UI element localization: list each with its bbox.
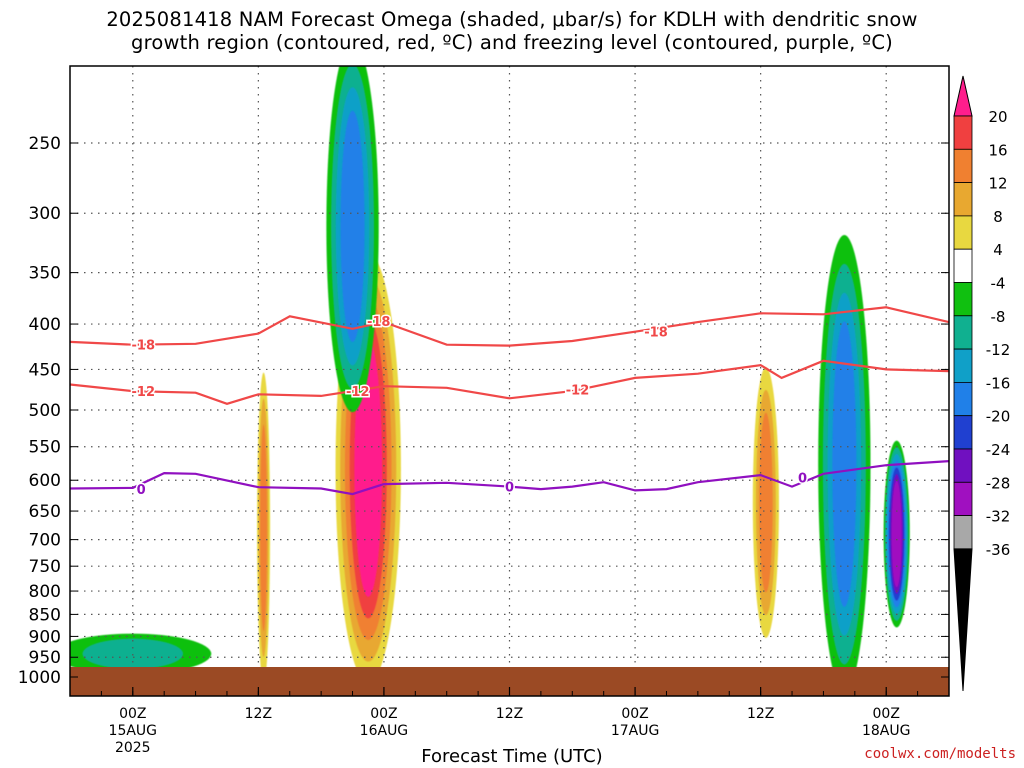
y-tick-label: 250 [29,134,61,154]
y-tick-label: 950 [29,648,61,668]
x-tick-date: 15AUG [109,723,158,739]
contour-label: 0 [505,481,514,496]
contour-line [70,460,949,496]
colorbar-label: -16 [986,374,1011,392]
colorbar-swatch [953,182,973,217]
x-tick-date: 18AUG [862,723,911,739]
colorbar-swatch [953,415,973,450]
grid-lines [70,66,949,667]
colorbar-label: 20 [988,108,1007,126]
colorbar: 20 16 12 8 4 -4 -8 -12 -16 -20 -24 -28 -32 -36 [953,75,1011,692]
colorbar-arrow-top [953,75,973,117]
omega-region [354,339,383,597]
pressure-axis: 2503003504004505005506006507007508008509… [18,134,949,688]
y-tick-label: 600 [29,471,61,491]
contour-lines: -18 -18 -18 -12 -12 -12 0 0 0 [70,306,949,500]
y-tick-label: 1000 [18,668,61,688]
y-tick-label: 500 [29,401,61,421]
x-tick-year: 2025 [115,740,151,756]
y-tick-label: 550 [29,438,61,458]
colorbar-swatch [953,248,973,283]
contour-label: -18 [132,339,156,354]
colorbar-label: 16 [988,141,1007,159]
y-tick-label: 300 [29,204,61,224]
colorbar-swatch [953,215,973,250]
colorbar-swatch [953,381,973,417]
contour-label: -18 [644,326,668,341]
y-tick-label: 350 [29,264,61,284]
x-tick-label: 00Z [119,706,146,722]
colorbar-swatch [953,148,973,184]
colorbar-swatch [953,481,973,516]
colorbar-label: -4 [991,275,1006,293]
contour-label: -12 [132,385,156,400]
x-tick-date: 16AUG [360,723,409,739]
colorbar-label: -28 [986,474,1011,492]
y-tick-label: 800 [29,582,61,602]
colorbar-label: -32 [986,508,1011,526]
contour-label: 0 [137,483,146,498]
chart-title-line-1: 2025081418 NAM Forecast Omega (shaded, μ… [106,8,918,31]
colorbar-arrow-bottom [953,548,973,692]
y-tick-label: 400 [29,315,61,335]
colorbar-swatch [953,115,973,150]
x-tick-label: 12Z [747,706,774,722]
y-tick-label: 850 [29,605,61,625]
y-tick-label: 450 [29,360,61,380]
chart-title-line-2: growth region (contoured, red, ºC) and f… [131,31,893,54]
contour-line [70,306,949,347]
credit-text: coolwx.com/modelts [864,746,1016,762]
colorbar-label: 8 [993,208,1003,226]
y-tick-label: 650 [29,502,61,522]
y-tick-label: 700 [29,531,61,551]
x-tick-label: 00Z [621,706,648,722]
contour-line [70,359,949,405]
x-tick-label: 00Z [370,706,397,722]
contour-label: 0 [798,472,807,487]
colorbar-label: -24 [986,441,1011,459]
colorbar-label: 4 [993,241,1003,259]
colorbar-label: 12 [988,175,1007,193]
contour-label: -12 [566,383,590,398]
x-tick-label: 12Z [496,706,523,722]
x-axis-label: Forecast Time (UTC) [421,746,603,767]
contour-label: -18 [367,315,391,330]
colorbar-label: -8 [991,308,1006,326]
x-tick-date: 17AUG [611,723,660,739]
omega-region [260,424,267,631]
omega-region [340,110,365,343]
omega-region [759,412,773,593]
omega-region [82,638,184,669]
colorbar-label: -12 [986,341,1011,359]
omega-region [832,321,857,607]
omega-shading [70,66,910,694]
colorbar-label: -36 [986,541,1011,559]
colorbar-swatch [953,448,973,483]
y-tick-label: 750 [29,557,61,577]
plot-frame [69,65,950,697]
omega-region [891,480,902,588]
colorbar-swatch [953,515,973,550]
colorbar-swatch [953,348,973,383]
x-tick-label: 00Z [873,706,900,722]
y-tick-label: 900 [29,627,61,647]
colorbar-label: -20 [986,408,1011,426]
colorbar-swatch [953,282,973,317]
colorbar-swatch [953,315,973,350]
contour-label: -12 [346,385,370,400]
x-tick-label: 12Z [245,706,272,722]
